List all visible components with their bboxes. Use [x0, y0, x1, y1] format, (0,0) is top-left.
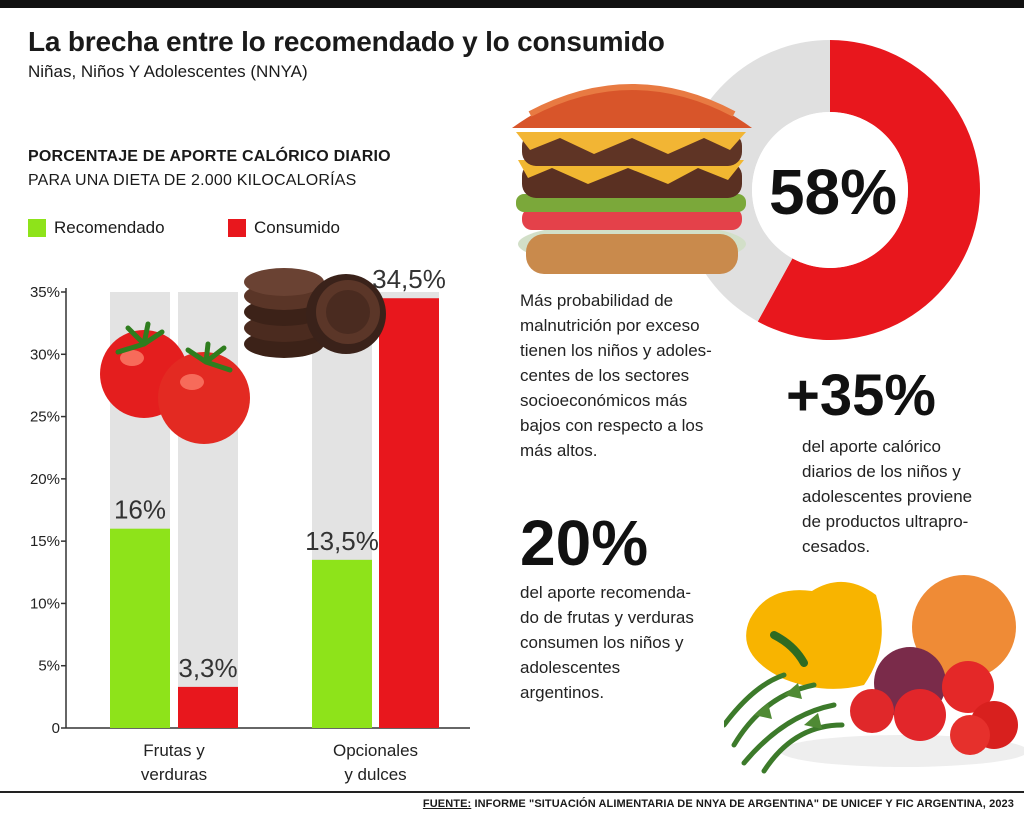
- legend-consumed-label: Consumido: [254, 218, 340, 237]
- ultra-text-line: del aporte calórico: [802, 437, 941, 456]
- donut-text-line: centes de los sectores: [520, 366, 690, 385]
- y-tick-label: 30%: [30, 346, 60, 363]
- legend-consumed: Consumido: [228, 218, 340, 238]
- top-bar: [0, 0, 1024, 8]
- y-tick-label: 35%: [30, 284, 60, 301]
- donut-text-line: malnutrición por exceso: [520, 316, 700, 335]
- bar-value-label: 16%: [114, 495, 166, 525]
- chart-subheading: PARA UNA DIETA DE 2.000 KILOCALORÍAS: [28, 172, 357, 189]
- page-title: La brecha entre lo recomendado y lo cons…: [28, 26, 665, 57]
- bar-value-label: 13,5%: [305, 526, 379, 556]
- bar-recommended: [110, 528, 170, 728]
- legend-recommended-swatch: [28, 219, 46, 237]
- category-label: Frutas y: [143, 741, 205, 760]
- tomatoes-image: [100, 321, 250, 444]
- donut-text-line: socioeconómicos más: [520, 391, 688, 410]
- fruits-text-line: do de frutas y verduras: [520, 608, 694, 627]
- bar-consumed: [178, 686, 238, 728]
- page-subtitle: Niñas, Niños Y Adolescentes (NNYA): [28, 62, 308, 81]
- bar-chart: 0 5% 10% 15% 20% 25% 30% 35% 16% 3,3% Frutas y verd…: [30, 264, 470, 784]
- vegetables-image: [724, 575, 1024, 774]
- y-tick-label: 10%: [30, 595, 60, 612]
- fruits-description: del aporte recomenda- do de frutas y ver…: [520, 580, 694, 705]
- fruits-text-line: consumen los niños y: [520, 633, 684, 652]
- bar-value-label: 34,5%: [372, 264, 446, 294]
- ultra-processed-stat: +35%: [786, 363, 936, 428]
- donut-text-line: bajos con respecto a los: [520, 416, 704, 435]
- bar-value-label: 3,3%: [178, 653, 237, 683]
- category-label: y dulces: [344, 765, 406, 784]
- source-text: INFORME "SITUACIÓN ALIMENTARIA DE NNYA D…: [474, 798, 1014, 810]
- chart-heading: PORCENTAJE DE APORTE CALÓRICO DIARIO: [28, 148, 391, 165]
- y-tick-label: 20%: [30, 471, 60, 488]
- donut-description: Más probabilidad de malnutrición por exc…: [520, 288, 712, 463]
- donut-text-line: tienen los niños y adoles-: [520, 341, 712, 360]
- donut-text-line: Más probabilidad de: [520, 291, 674, 310]
- legend-recommended: Recomendado: [28, 218, 165, 238]
- cookies-image: [244, 268, 386, 358]
- y-tick-label: 5%: [38, 658, 60, 675]
- burger-image: [512, 84, 752, 274]
- donut-value-label: 58%: [769, 156, 897, 228]
- bar-recommended: [312, 559, 372, 728]
- ultra-text-line: adolescentes proviene: [802, 487, 973, 506]
- ultra-processed-description: del aporte calórico diarios de los niños…: [802, 434, 972, 559]
- fruits-text-line: argentinos.: [520, 683, 605, 702]
- y-tick-label: 0: [52, 720, 60, 737]
- legend-recommended-label: Recomendado: [54, 218, 165, 237]
- footer-rule: [0, 791, 1024, 793]
- bar-consumed: [379, 298, 439, 728]
- donut-text-line: más altos.: [520, 441, 598, 460]
- source-note: FUENTE: INFORME "SITUACIÓN ALIMENTARIA D…: [423, 798, 1014, 810]
- category-label: verduras: [141, 765, 207, 784]
- donut-hole: [752, 112, 908, 268]
- fruits-text-line: adolescentes: [520, 658, 621, 677]
- y-tick-label: 25%: [30, 409, 60, 426]
- fruits-text-line: del aporte recomenda-: [520, 583, 692, 602]
- ultra-text-line: de productos ultrapro-: [802, 512, 969, 531]
- donut-slice-value: [757, 40, 980, 340]
- legend-consumed-swatch: [228, 219, 246, 237]
- y-tick-label: 15%: [30, 533, 60, 550]
- ultra-text-line: diarios de los niños y: [802, 462, 961, 481]
- source-label: FUENTE:: [422, 798, 472, 810]
- category-label: Opcionales: [333, 741, 418, 760]
- ultra-text-line: cesados.: [802, 537, 871, 556]
- fruits-stat: 20%: [520, 507, 649, 579]
